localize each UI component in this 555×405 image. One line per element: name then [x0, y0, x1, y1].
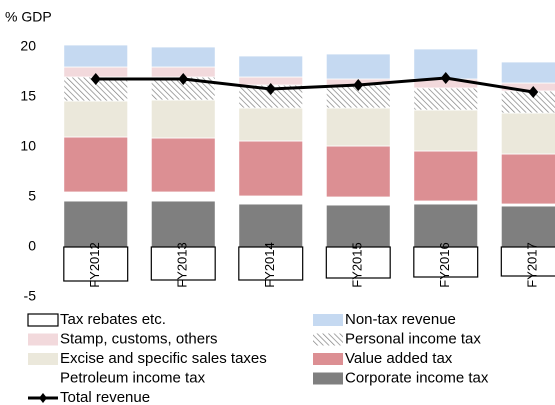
y-tick-label: 5: [28, 188, 36, 204]
bar-segment: [500, 246, 555, 277]
bar-segment: [413, 203, 479, 248]
legend-swatch: [313, 353, 343, 365]
legend-label: Excise and specific sales taxes: [60, 350, 267, 367]
line-marker: [440, 72, 451, 84]
y-axis-label: % GDP: [5, 9, 52, 25]
bar-segment: [63, 44, 129, 68]
legend-label: Corporate income tax: [345, 369, 489, 386]
x-tick-label: FY2017: [525, 242, 540, 288]
line: [95, 76, 534, 94]
legend-swatch: [313, 333, 343, 346]
legend-swatch: [313, 314, 343, 326]
bar-segment: [238, 107, 304, 142]
legend-label: Value added tax: [345, 350, 453, 367]
bar-segment: [413, 246, 479, 278]
y-tick-label: 20: [20, 38, 36, 54]
bar-segment: [413, 109, 479, 152]
x-tick-label: FY2012: [87, 242, 102, 288]
legend-label: Petroleum income tax: [60, 369, 206, 386]
bar-segment: [325, 246, 391, 279]
bar-segment: [238, 140, 304, 197]
line-marker: [90, 73, 101, 85]
y-tick-label: 15: [20, 88, 36, 104]
bar-segment: [325, 204, 391, 248]
bar-segment: [63, 191, 129, 202]
bar-segment: [325, 107, 391, 147]
y-tick-label: 10: [20, 138, 36, 154]
bar-segment: [325, 196, 391, 206]
bar-segment: [500, 153, 555, 205]
bar-segment: [63, 246, 129, 282]
legend-swatch: [28, 333, 58, 346]
bar-segment: [238, 203, 304, 248]
x-tick-label: FY2016: [437, 242, 452, 288]
bar-segment: [413, 150, 479, 202]
bar-segment: [150, 46, 216, 68]
bar-segment: [63, 200, 129, 248]
legend-label: Total revenue: [60, 389, 150, 405]
line-marker: [265, 83, 276, 95]
bar-segment: [63, 100, 129, 138]
bar-segment: [150, 99, 216, 139]
legend-label: Personal income tax: [345, 330, 481, 347]
legend-swatch: [28, 372, 58, 385]
legend-swatch: [28, 353, 58, 365]
bar-segment: [63, 136, 129, 193]
line-marker: [353, 79, 364, 91]
x-tick-label: FY2013: [175, 242, 190, 288]
bar-segment: [238, 55, 304, 78]
bar-segment: [500, 90, 555, 114]
x-tick-label: FY2014: [262, 242, 277, 288]
bar-segment: [238, 195, 304, 205]
bar-segment: [500, 112, 555, 155]
x-tick-label: FY2015: [350, 242, 365, 288]
y-tick-label: -5: [24, 288, 37, 304]
bar-segment: [325, 145, 391, 198]
line-marker: [178, 73, 189, 85]
bar-segment: [325, 53, 391, 80]
bar-segment: [150, 246, 216, 281]
bar-segment: [500, 61, 555, 84]
bar-segment: [500, 205, 555, 248]
bar-segment: [150, 137, 216, 193]
y-tick-label: 0: [28, 238, 36, 254]
bar-segment: [413, 200, 479, 205]
bar-segment: [238, 246, 304, 281]
legend-swatch: [313, 372, 343, 385]
legend-label: Non-tax revenue: [345, 311, 456, 328]
bar-segment: [150, 191, 216, 202]
bar-segment: [150, 200, 216, 248]
bar-segment: [413, 87, 479, 111]
legend-swatch: [39, 393, 47, 403]
legend-label: Stamp, customs, others: [60, 330, 218, 347]
legend-label: Tax rebates etc.: [60, 311, 166, 328]
legend-swatch: [27, 313, 59, 327]
line-marker: [528, 86, 539, 98]
